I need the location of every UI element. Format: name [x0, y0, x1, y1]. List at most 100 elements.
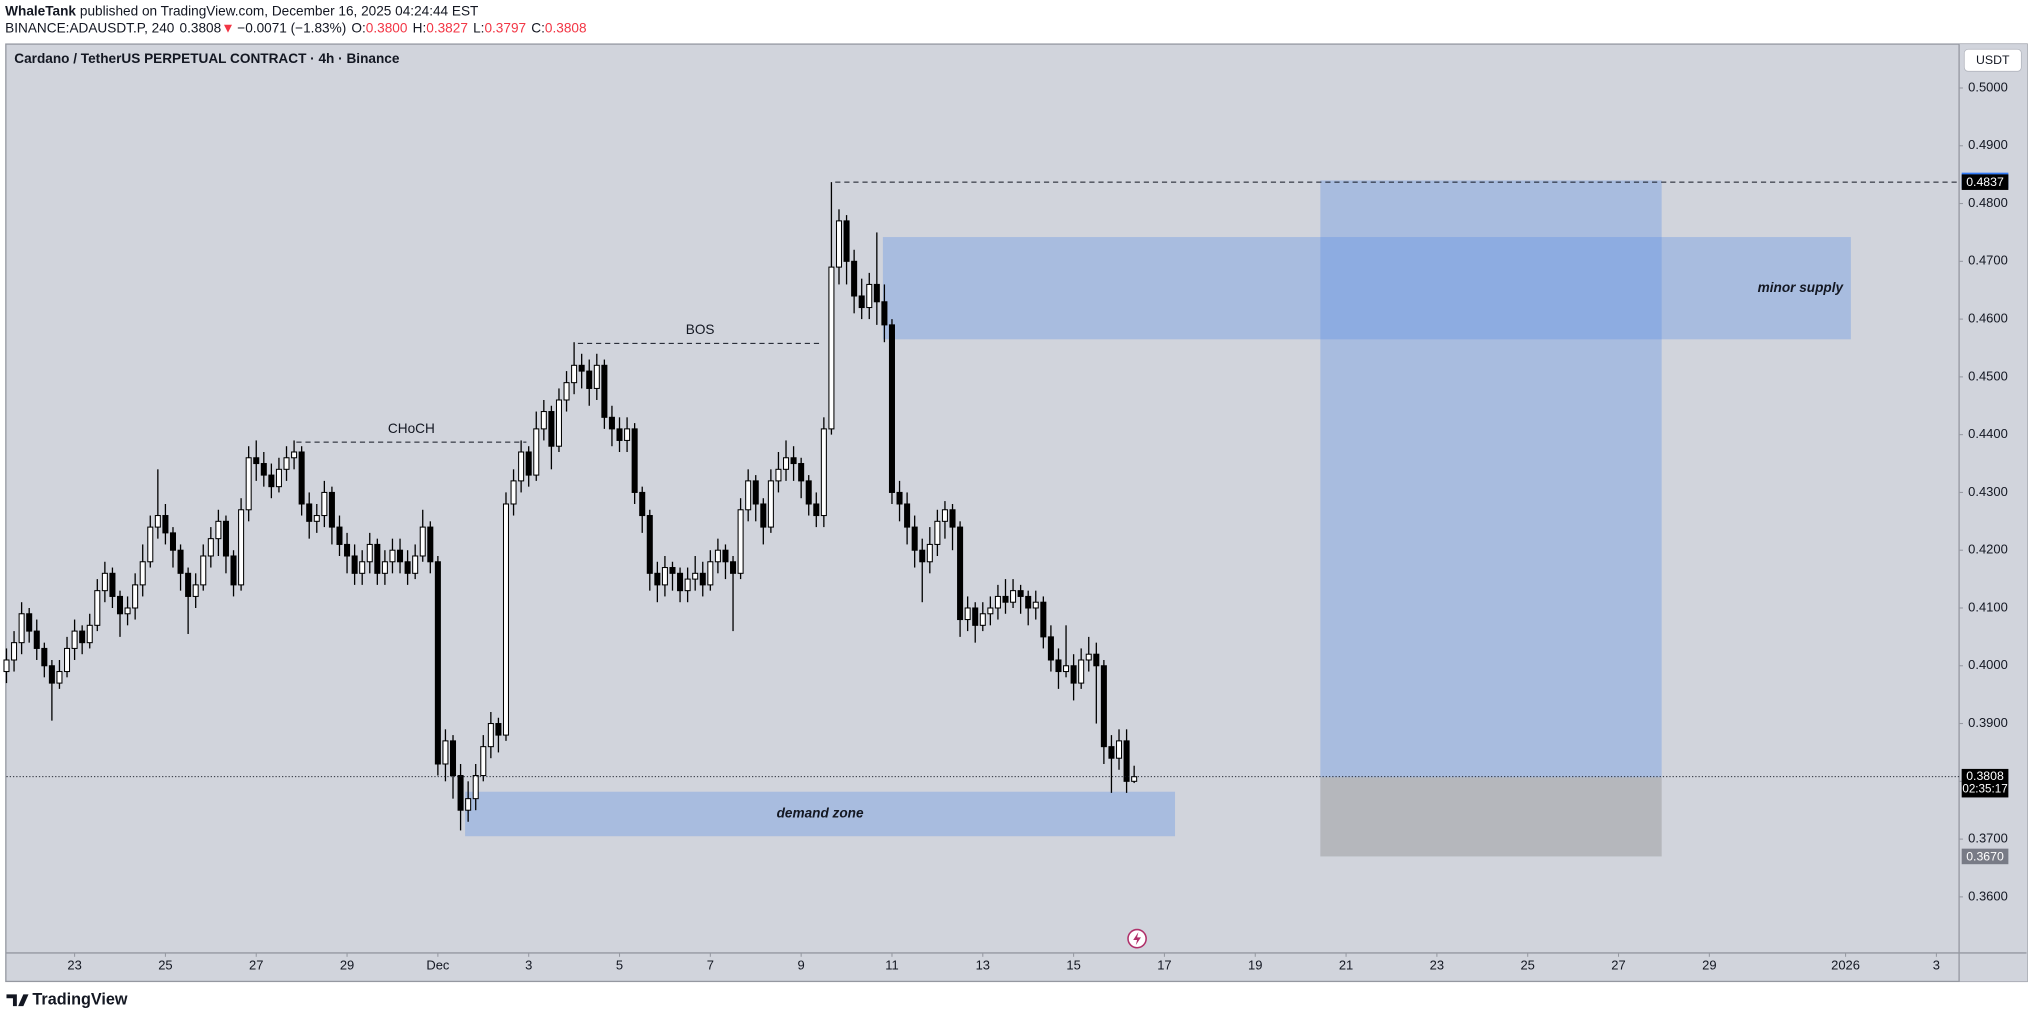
candle-body [525, 451, 532, 476]
loss-zone [1320, 777, 1662, 857]
brand-logo [6, 994, 29, 1007]
candle-body [639, 491, 646, 517]
candle-body [835, 220, 843, 268]
y-tick-label: 0.4900 [1968, 137, 2008, 152]
candle-body [109, 572, 116, 597]
candle-body [843, 220, 850, 262]
x-tick-label: 2026 [1831, 957, 1860, 972]
candle-body [540, 411, 547, 430]
candle-body [200, 555, 207, 586]
candle-body [449, 740, 457, 777]
y-tick-label: 0.4800 [1968, 195, 2008, 210]
x-tick-label: 27 [1611, 957, 1625, 972]
candle-body [94, 590, 101, 626]
candle-body [1010, 590, 1017, 603]
y-tick-label: 0.4600 [1968, 311, 2008, 326]
candle-body [563, 382, 570, 401]
candle-body [752, 480, 759, 505]
candle-body [313, 515, 320, 522]
author: WhaleTank [5, 3, 76, 18]
candle-body [858, 295, 865, 309]
candle-body [11, 642, 18, 661]
candle-body [412, 555, 419, 574]
y-tick-label: 0.3600 [1968, 888, 2008, 903]
currency[interactable]: USDT [1976, 53, 2010, 67]
x-tick-label: 29 [340, 957, 354, 972]
candle-body [359, 561, 366, 574]
candle-body [957, 526, 964, 621]
candle-body [775, 468, 782, 482]
candle-body [707, 561, 714, 586]
candle-body [510, 480, 517, 505]
candle-body [790, 457, 797, 465]
candle-body [222, 520, 229, 557]
x-tick-label: 21 [1339, 957, 1353, 972]
candle-body [692, 572, 699, 580]
candle-body [33, 630, 40, 649]
candle-body [760, 503, 767, 528]
candle-body [987, 607, 994, 615]
candle-body [71, 630, 78, 649]
price-tag-bg [1961, 174, 2009, 190]
candle-body [139, 561, 146, 586]
publish-line: WhaleTank published on TradingView.com, D… [5, 3, 478, 18]
candle-body [1078, 659, 1085, 684]
candle-body [1047, 636, 1054, 661]
x-tick-label: 27 [249, 957, 263, 972]
y-tick-label: 0.4500 [1968, 368, 2008, 383]
y-tick-label: 0.5000 [1968, 79, 2008, 94]
price-tag: 0.4837 [1966, 175, 2004, 189]
candle-body [1085, 653, 1092, 661]
candle-body [548, 411, 555, 447]
candle-body [1131, 776, 1138, 782]
x-tick-label: 17 [1157, 957, 1171, 972]
candle-body [578, 364, 585, 372]
open-value: 0.3800 [366, 20, 408, 35]
zone [882, 237, 1851, 340]
last-price: 0.3808 [180, 20, 222, 35]
candle-body [782, 457, 790, 470]
x-tick-label: 13 [976, 957, 990, 972]
x-tick-label: 29 [1702, 957, 1716, 972]
candle-body [41, 647, 48, 667]
candle-body [442, 740, 449, 765]
candle-body [336, 526, 343, 545]
candle-body [661, 567, 668, 586]
brand: TradingView [32, 991, 127, 1009]
candle-body [351, 555, 358, 574]
labels: demand zone minor supply CHoCH BOS [6, 280, 1960, 821]
candle-body [56, 671, 63, 684]
candle-body [911, 526, 918, 551]
candle-body [608, 416, 615, 430]
candle-body [124, 607, 131, 615]
structure-label: CHoCH [388, 421, 435, 436]
candle-body [518, 451, 525, 482]
candle-body [684, 578, 691, 592]
x-tick-label: 19 [1248, 957, 1262, 972]
candle-body [1070, 665, 1077, 684]
zone-label: minor supply [1758, 280, 1845, 295]
x-tick-label: 25 [1520, 957, 1534, 972]
candle-body [238, 509, 245, 586]
close-label: C: [531, 20, 545, 35]
candle-body [571, 364, 578, 384]
y-tick-label: 0.3700 [1968, 831, 2008, 846]
high-value: 0.3827 [426, 20, 468, 35]
low-label: L: [473, 20, 484, 35]
candle-body [101, 572, 108, 592]
currency-button[interactable] [1963, 48, 2022, 72]
candle-body [328, 491, 335, 528]
candle-body [881, 301, 888, 326]
candle-body [722, 549, 729, 563]
candle-body [624, 428, 631, 441]
y-tick-label: 0.4700 [1968, 253, 2008, 268]
candle-body [64, 647, 71, 673]
candle-body [941, 509, 948, 522]
quote-line: BINANCE:ADAUSDT.P, 240 0.3808▼ −0.0071 (−1… [5, 20, 586, 35]
candle-body [185, 572, 192, 597]
candle-body [964, 607, 971, 621]
candle-body [495, 723, 502, 736]
candle-body [306, 503, 313, 522]
candle-body [616, 428, 623, 441]
